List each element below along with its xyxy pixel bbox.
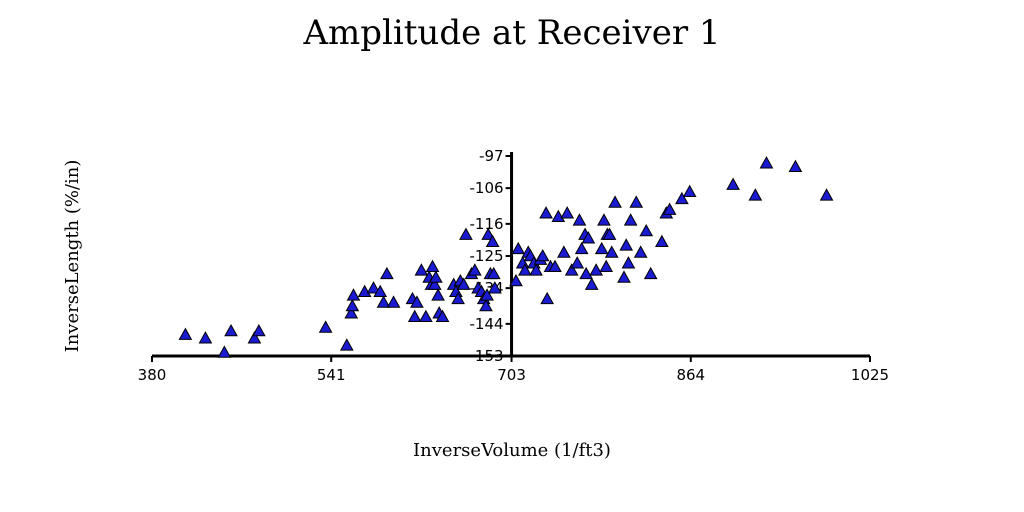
data-point	[594, 241, 609, 255]
data-point	[429, 270, 443, 283]
data-point	[345, 298, 360, 312]
data-point	[518, 263, 532, 276]
data-point	[479, 298, 493, 312]
data-point	[386, 295, 401, 308]
data-point	[380, 266, 394, 280]
data-point	[451, 291, 465, 305]
data-point	[456, 277, 471, 290]
data-point	[425, 259, 440, 273]
data-point	[224, 323, 238, 337]
data-point	[376, 295, 391, 308]
data-point	[748, 188, 763, 201]
data-point	[431, 288, 445, 301]
data-point	[344, 306, 359, 319]
data-point	[509, 273, 523, 287]
y-tick-label: -153	[470, 347, 504, 365]
data-point	[198, 331, 213, 344]
data-point	[486, 266, 501, 280]
data-point	[480, 288, 494, 301]
y-axis-label: InverseLength (%/in)	[62, 160, 83, 353]
data-point	[682, 184, 697, 198]
data-point	[366, 281, 381, 294]
data-points	[178, 156, 834, 358]
data-point	[551, 209, 566, 223]
data-point	[617, 270, 631, 283]
data-point	[726, 177, 740, 190]
data-point	[407, 309, 422, 323]
data-point	[584, 277, 599, 290]
y-tick-label: -106	[470, 179, 504, 197]
data-point	[570, 256, 585, 269]
data-point	[540, 291, 555, 305]
chart-title: Amplitude at Receiver 1	[302, 13, 720, 53]
data-point	[639, 223, 654, 237]
data-point	[467, 263, 482, 276]
y-tick-label: -97	[479, 147, 504, 165]
data-point	[602, 227, 617, 240]
data-point	[339, 338, 354, 351]
data-point	[643, 266, 658, 280]
data-point	[217, 345, 232, 358]
data-point	[675, 191, 689, 205]
data-point	[623, 213, 638, 226]
data-point	[427, 277, 442, 290]
x-tick-label: 703	[497, 366, 526, 384]
data-point	[357, 284, 372, 298]
data-point	[560, 206, 575, 219]
y-axis-ticks: -97-106-116-125-134-144-153	[470, 147, 512, 365]
data-point	[581, 231, 596, 244]
x-axis-label: InverseVolume (1/ft3)	[413, 440, 611, 461]
data-point	[548, 259, 562, 273]
data-point	[529, 263, 543, 276]
data-point	[662, 202, 677, 215]
data-point	[247, 331, 262, 344]
data-point	[535, 248, 550, 262]
data-point	[819, 188, 834, 201]
data-point	[574, 241, 589, 255]
data-point	[633, 245, 648, 258]
x-axis-ticks: 380 541 703 864 1025	[138, 356, 889, 384]
x-tick-label: 541	[317, 366, 346, 384]
x-tick-label: 864	[676, 366, 705, 384]
data-point	[589, 263, 604, 276]
data-point	[564, 263, 579, 276]
data-point	[373, 284, 388, 298]
data-point	[604, 245, 619, 258]
y-tick-label: -144	[470, 315, 504, 333]
data-point	[597, 213, 611, 226]
data-point	[579, 266, 593, 280]
data-point	[252, 323, 266, 337]
data-point	[346, 288, 361, 301]
data-point	[621, 256, 636, 269]
x-tick-label: 380	[138, 366, 167, 384]
data-point	[654, 234, 669, 248]
x-tick-label: 1025	[851, 366, 889, 384]
data-point	[619, 238, 634, 251]
data-point	[557, 245, 571, 258]
data-point	[418, 309, 433, 323]
data-point	[178, 327, 193, 340]
data-point	[511, 241, 526, 255]
data-point	[435, 309, 450, 323]
data-point	[481, 227, 496, 240]
data-point	[599, 259, 614, 273]
data-point	[459, 227, 473, 240]
data-point	[629, 195, 644, 208]
data-point	[572, 213, 587, 226]
data-point	[488, 281, 502, 294]
data-point	[759, 156, 774, 169]
y-tick-label: -125	[470, 247, 504, 265]
data-point	[788, 159, 803, 173]
data-point	[410, 295, 424, 308]
data-point	[539, 206, 553, 219]
data-point	[318, 320, 333, 333]
y-tick-label: -116	[470, 215, 504, 233]
data-point	[414, 263, 429, 276]
data-point	[608, 195, 622, 208]
data-point	[485, 234, 500, 248]
